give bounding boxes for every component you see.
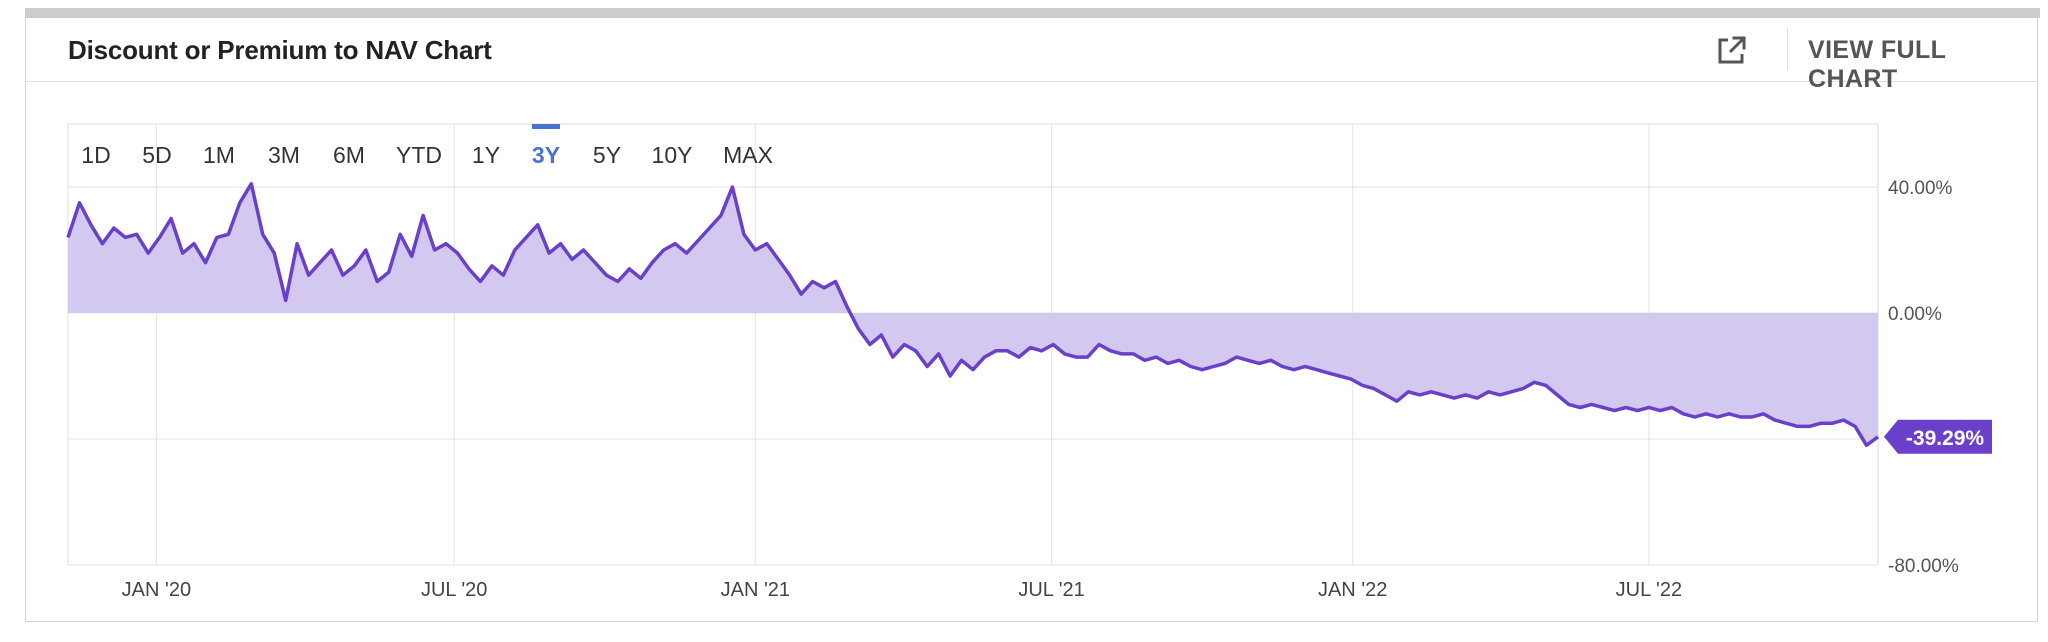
range-option-max[interactable]: MAX: [723, 142, 773, 168]
x-tick-label: JAN '22: [1318, 579, 1387, 601]
chart-title: Discount or Premium to NAV Chart: [68, 35, 492, 65]
y-tick-label: 40.00%: [1888, 178, 1953, 199]
range-option-3y[interactable]: 3Y: [532, 142, 560, 168]
range-selector: 1D 5D 1M 3M 6M YTD 1Y 3Y 5Y 10Y MAX: [81, 124, 773, 168]
last-value-badge: -39.29%: [1884, 419, 1992, 454]
x-tick-label: JAN '20: [122, 579, 191, 601]
x-tick-label: JUL '20: [421, 579, 487, 601]
y-tick-label: 0.00%: [1888, 304, 1942, 325]
range-option-5y[interactable]: 5Y: [593, 142, 621, 168]
x-tick-label: JAN '21: [721, 579, 790, 601]
chart-series: [66, 182, 1880, 448]
last-value-label: -39.29%: [1906, 427, 1985, 450]
range-active-indicator: [532, 124, 560, 129]
last-value-badge-bg: [1884, 419, 1992, 454]
range-option-3m[interactable]: 3M: [268, 142, 300, 168]
card-header: Discount or Premium to NAV Chart VIEW FU…: [26, 18, 2037, 93]
range-option-1y[interactable]: 1Y: [472, 142, 500, 168]
external-link-icon[interactable]: [1714, 32, 1750, 68]
x-tick-label: JUL '21: [1018, 579, 1084, 601]
view-full-chart-button[interactable]: VIEW FULL CHART: [1808, 36, 1946, 93]
top-accent-strip: [25, 8, 2040, 18]
y-axis-ticks: 40.00%0.00%-40.00%-80.00%: [1888, 178, 1959, 577]
range-option-5d[interactable]: 5D: [142, 142, 171, 168]
header-divider: [1787, 28, 1788, 70]
series-line: [66, 182, 1880, 448]
range-option-ytd[interactable]: YTD: [396, 142, 442, 168]
x-tick-label: JUL '22: [1616, 579, 1682, 601]
range-option-1m[interactable]: 1M: [203, 142, 235, 168]
range-option-10y[interactable]: 10Y: [652, 142, 693, 168]
range-option-6m[interactable]: 6M: [333, 142, 365, 168]
y-tick-label: -80.00%: [1888, 556, 1959, 577]
x-axis-ticks: JAN '20 JUL '20 JAN '21 JUL '21 JAN '22 JUL '…: [122, 579, 1682, 601]
range-option-1d[interactable]: 1D: [81, 142, 110, 168]
series-area-fill: [68, 183, 1878, 446]
